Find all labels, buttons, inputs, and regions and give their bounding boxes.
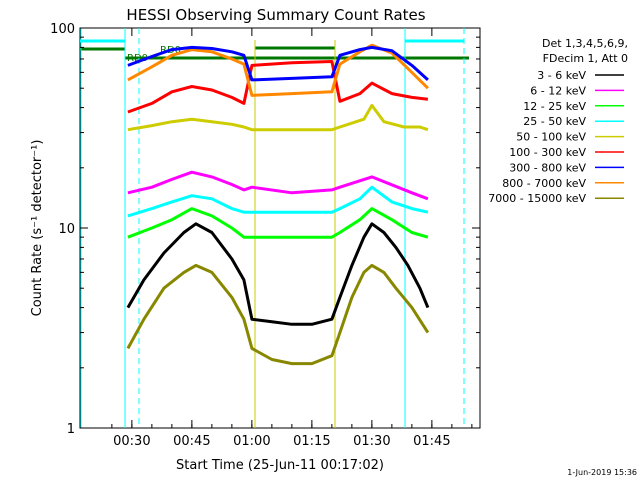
plot-frame: [79, 27, 481, 429]
legend-label: 12 - 25 keV: [523, 100, 586, 113]
y-tick-label: 1: [67, 422, 75, 437]
legend-label: 800 - 7000 keV: [502, 177, 586, 190]
legend: Det 1,3,4,5,6,9, FDecim 1, Att 0 3 - 6 k…: [488, 37, 628, 205]
y-tick-label: 100: [50, 22, 75, 37]
rd0-label-2: RD0: [127, 53, 148, 64]
x-tick-label: 00:45: [173, 434, 210, 449]
series-line-12-25-kev: [127, 207, 429, 239]
x-tick-label: 01:15: [293, 434, 330, 449]
legend-label: 100 - 300 keV: [509, 146, 586, 159]
x-axis-label: Start Time (25-Jun-11 00:17:02): [176, 458, 384, 473]
legend-label: 25 - 50 keV: [523, 115, 586, 128]
legend-header-2: FDecim 1, Att 0: [543, 52, 628, 65]
legend-header-1: Det 1,3,4,5,6,9,: [542, 37, 628, 50]
x-tick-label: 01:30: [353, 434, 390, 449]
series-line-25-50-kev: [127, 185, 429, 218]
series-line-7000-15000-kev: [126, 263, 430, 366]
x-tick-label: 01:00: [233, 434, 270, 449]
x-tick-label: 01:45: [413, 434, 450, 449]
series-line-6-12-kev: [127, 170, 429, 201]
legend-label: 3 - 6 keV: [537, 69, 586, 82]
series-line-300-800-kev: [127, 45, 429, 82]
vertical-markers: [80, 28, 465, 428]
legend-label: 6 - 12 keV: [530, 84, 586, 97]
footer-stamp: 1-Jun-2019 15:36: [567, 468, 637, 477]
legend-label: 7000 - 15000 keV: [488, 192, 586, 205]
y-axis-label: Count Rate (s⁻¹ detector⁻¹): [30, 140, 45, 317]
chart-title: HESSI Observing Summary Count Rates: [126, 6, 425, 24]
y-tick-label: 10: [58, 222, 75, 237]
series-line-100-300-kev: [127, 60, 429, 114]
x-tick-label: 00:30: [113, 434, 150, 449]
series-line-3-6-kev: [126, 222, 430, 326]
legend-label: 300 - 800 keV: [509, 161, 586, 174]
series-layer: [126, 43, 430, 366]
legend-label: 50 - 100 keV: [516, 131, 586, 144]
axis-layer: 1 10 100 00:30 00:45 01:00 01:15 01:30 01:45: [50, 22, 480, 449]
series-line-50-100-kev: [127, 103, 429, 132]
